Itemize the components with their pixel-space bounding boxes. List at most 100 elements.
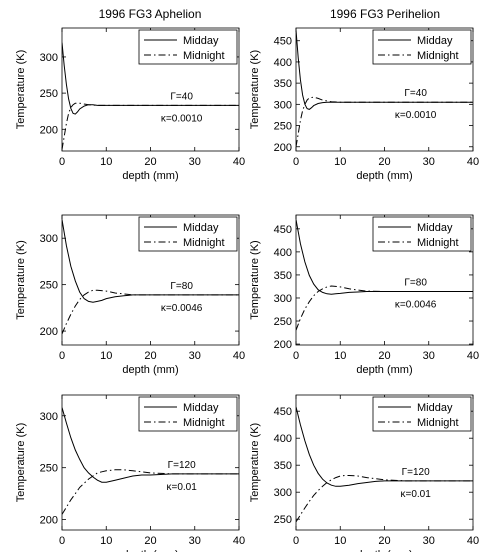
legend-label-midday: Midday: [417, 222, 453, 234]
legend-label-midday: Midday: [417, 35, 453, 47]
annotation-kappa: κ=0.0010: [395, 110, 437, 121]
x-tick-label: 40: [233, 535, 245, 547]
x-tick-label: 0: [293, 350, 299, 362]
y-axis-label: Temperature (K): [249, 240, 261, 319]
y-tick-label: 200: [40, 515, 58, 527]
x-tick-label: 40: [233, 156, 245, 168]
legend-label-midday: Midday: [417, 402, 453, 414]
annotation-gamma: Γ=120: [402, 467, 430, 478]
y-tick-label: 300: [274, 293, 292, 305]
x-tick-label: 10: [100, 535, 112, 547]
legend-box: [372, 29, 472, 65]
panel-5: 0 10 20 30 40 200 250 300 depth (mm) Temperature …: [15, 394, 245, 552]
x-tick-label: 10: [334, 350, 346, 362]
y-tick-label: 350: [274, 78, 292, 90]
series-line-midnight: [62, 102, 239, 150]
annotation-kappa: κ=0.0046: [395, 300, 437, 311]
annotation-kappa: κ=0.0046: [161, 303, 203, 314]
y-tick-label: 400: [274, 57, 292, 69]
y-tick-label: 450: [274, 36, 292, 48]
y-tick-label: 400: [274, 247, 292, 259]
x-axis-label: depth (mm): [356, 170, 412, 182]
y-tick-label: 300: [40, 233, 58, 245]
x-axis-label: depth (mm): [356, 364, 412, 376]
legend-box: [372, 396, 472, 432]
legend-label-midday: Midday: [183, 222, 219, 234]
legend-label-midday: Midday: [183, 35, 219, 47]
x-tick-label: 30: [189, 350, 201, 362]
legend: Midday Midnight: [372, 29, 472, 65]
y-tick-label: 300: [274, 99, 292, 111]
y-tick-label: 200: [274, 339, 292, 351]
x-tick-label: 0: [59, 350, 65, 362]
legend: Midday Midnight: [138, 29, 238, 65]
y-axis-label: Temperature (K): [249, 423, 261, 502]
x-tick-label: 10: [334, 535, 346, 547]
y-tick-label: 250: [40, 88, 58, 100]
x-axis-label: depth (mm): [122, 170, 178, 182]
panel-4: 0 10 20 30 40 200 250 300 350 400 450 depth (mm) Tem…: [249, 214, 479, 376]
legend: Midday Midnight: [372, 396, 472, 432]
x-axis-label: depth (mm): [356, 549, 412, 552]
column-title-perihelion: 1996 FG3 Perihelion: [330, 7, 440, 21]
x-axis-label: depth (mm): [122, 364, 178, 376]
x-tick-label: 20: [144, 156, 156, 168]
y-tick-label: 450: [274, 224, 292, 236]
y-tick-label: 200: [40, 124, 58, 136]
y-tick-label: 350: [274, 460, 292, 472]
x-tick-label: 10: [100, 156, 112, 168]
legend-label-midnight: Midnight: [417, 237, 459, 249]
panel-6: 0 10 20 30 40 250 300 350 400 450 depth (mm) Temper…: [249, 394, 479, 552]
x-tick-label: 20: [378, 156, 390, 168]
x-tick-label: 0: [293, 156, 299, 168]
y-tick-label: 300: [40, 411, 58, 423]
x-tick-label: 30: [423, 535, 435, 547]
y-tick-label: 300: [40, 52, 58, 64]
x-tick-label: 40: [467, 156, 479, 168]
y-tick-label: 250: [40, 280, 58, 292]
y-tick-label: 450: [274, 406, 292, 418]
annotation-kappa: κ=0.01: [400, 489, 431, 500]
x-tick-label: 20: [144, 350, 156, 362]
column-title-aphelion: 1996 FG3 Aphelion: [99, 7, 202, 21]
series-line-midnight: [296, 285, 473, 331]
x-tick-label: 30: [423, 350, 435, 362]
annotation-kappa: κ=0.0010: [161, 113, 203, 124]
series-line-midday: [296, 406, 473, 487]
legend-label-midnight: Midnight: [183, 237, 225, 249]
y-tick-label: 250: [274, 121, 292, 133]
legend-box: [138, 396, 238, 432]
x-tick-label: 0: [59, 535, 65, 547]
y-tick-label: 250: [274, 514, 292, 526]
y-tick-label: 200: [40, 326, 58, 338]
y-tick-label: 350: [274, 270, 292, 282]
panel-2: 0 10 20 30 40 200 250 300 350 400 450 depth (mm) Tem…: [249, 27, 479, 182]
legend-label-midday: Midday: [183, 402, 219, 414]
x-tick-label: 40: [467, 535, 479, 547]
legend-box: [138, 216, 238, 252]
x-tick-label: 30: [189, 156, 201, 168]
x-tick-label: 20: [144, 535, 156, 547]
annotation-gamma: Γ=40: [404, 88, 427, 99]
y-tick-label: 250: [274, 316, 292, 328]
legend-label-midnight: Midnight: [417, 50, 459, 62]
x-tick-label: 0: [293, 535, 299, 547]
legend: Midday Midnight: [138, 396, 238, 432]
annotation-gamma: Γ=80: [170, 281, 193, 292]
legend-label-midnight: Midnight: [183, 417, 225, 429]
y-axis-label: Temperature (K): [249, 50, 261, 129]
panel-3: 0 10 20 30 40 200 250 300 depth (mm) Temperature …: [15, 214, 245, 376]
y-tick-label: 300: [274, 487, 292, 499]
series-line-midnight: [62, 469, 239, 515]
legend-label-midnight: Midnight: [417, 417, 459, 429]
series-line-midday: [62, 407, 239, 483]
x-axis-label: depth (mm): [122, 549, 178, 552]
y-tick-label: 400: [274, 433, 292, 445]
x-tick-label: 40: [233, 350, 245, 362]
legend: Midday Midnight: [372, 216, 472, 252]
legend-box: [138, 29, 238, 65]
annotation-gamma: Γ=80: [404, 278, 427, 289]
series-line-midnight: [62, 289, 239, 335]
x-tick-label: 30: [423, 156, 435, 168]
